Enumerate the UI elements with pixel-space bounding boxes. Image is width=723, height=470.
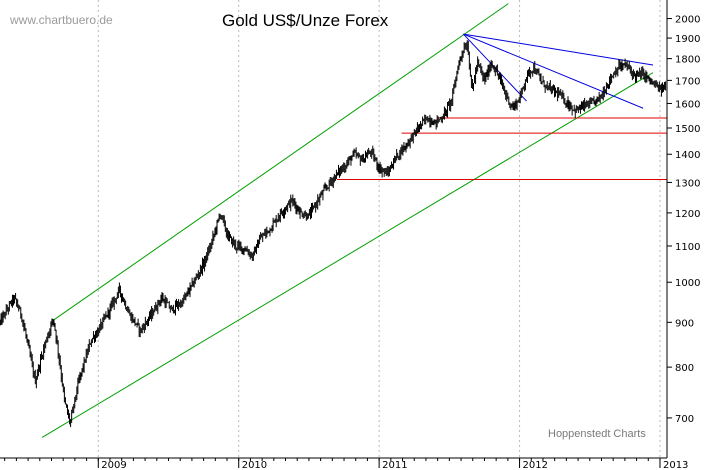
x-tick-label-2010: 2010	[242, 460, 267, 470]
y-tick-label-1300: 1300	[675, 178, 700, 189]
x-tick-label-2013: 2013	[663, 460, 688, 470]
y-tick-label-2000: 2000	[675, 15, 700, 26]
y-tick-label-700: 700	[675, 414, 694, 425]
source-note: Hoppenstedt Charts	[548, 428, 646, 440]
trend-lines	[41, 3, 667, 438]
x-tick-label-2009: 2009	[101, 460, 126, 470]
y-tick-label-1400: 1400	[675, 150, 700, 161]
x-axis: 2009 2010 2011 2012 2013	[4, 458, 688, 470]
x-tick-label-2011: 2011	[382, 460, 407, 470]
plot-frame	[0, 0, 668, 459]
y-tick-label-800: 800	[675, 363, 694, 374]
y-tick-label-900: 900	[675, 318, 694, 329]
channel-upper-line	[53, 3, 509, 321]
y-tick-label-1800: 1800	[675, 55, 700, 66]
x-tick-label-2012: 2012	[523, 460, 548, 470]
y-tick-label-1700: 1700	[675, 76, 700, 87]
y-axis: 700 800 900 1000 1100 1200 1300 1400 1500 1600 170…	[667, 15, 700, 425]
y-tick-label-1200: 1200	[675, 209, 700, 220]
y-tick-label-1900: 1900	[675, 34, 700, 45]
watermark: www.chartbuero.de	[9, 13, 113, 27]
trend-1-line	[463, 33, 654, 66]
y-tick-label-1000: 1000	[675, 278, 700, 289]
y-tick-label-1600: 1600	[675, 99, 700, 110]
chart-title: Gold US$/Unze Forex	[222, 11, 389, 30]
y-tick-label-1100: 1100	[675, 242, 700, 253]
trend-2-line	[463, 33, 644, 109]
vertical-gridlines	[97, 0, 661, 458]
price-bars	[0, 40, 667, 428]
y-tick-label-1500: 1500	[675, 124, 700, 135]
